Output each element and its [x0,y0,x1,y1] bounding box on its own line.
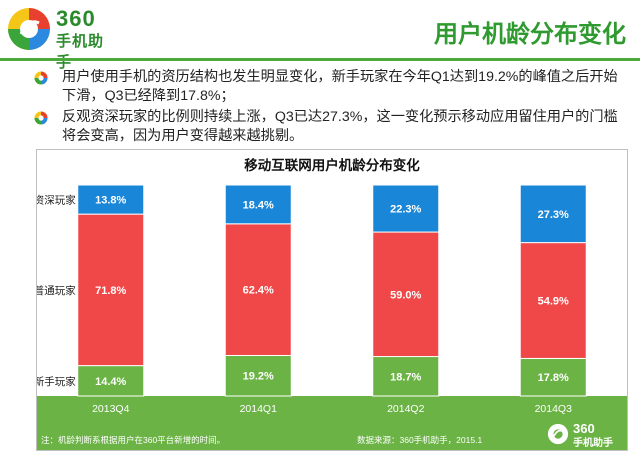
bar-segment [77,365,145,397]
footer-logo-number: 360 [573,421,595,436]
logo: 360 手机助手 [6,6,116,71]
logo-name: 手机助手 [56,33,105,71]
bar-segment [224,184,292,225]
bar-segment [519,357,587,397]
bar-segment [77,213,145,367]
data-label: 62.4% [243,285,274,297]
data-label: 71.8% [95,285,126,297]
chart-title: 移动互联网用户机龄分布变化 [244,158,420,173]
bar-segment [372,356,440,397]
bullet-text: 用户使用手机的资历结构也发生明显变化，新手玩家在今年Q1达到19.2%的峰值之后… [62,69,618,104]
series-label: 普通玩家 [37,284,76,297]
footer-logo-icon [547,423,569,445]
x-tick-label: 2014Q2 [387,403,425,415]
data-source: 数据来源：360手机助手，2015.1 [357,435,483,445]
bar-segment [519,242,587,359]
data-label: 27.3% [538,209,569,221]
data-label: 13.8% [95,195,126,207]
bar-segment [77,184,145,215]
chart-frame: 注：机龄判断系根据用户在360平台新增的时间。 数据来源：360手机助手，201… [36,149,628,451]
logo-number: 360 [56,6,96,31]
x-tick-label: 2014Q1 [240,403,278,415]
data-label: 54.9% [538,296,569,308]
footer-logo: 360 手机助手 [547,421,623,449]
bullet-item: 用户使用手机的资历结构也发生明显变化，新手玩家在今年Q1达到19.2%的峰值之后… [34,68,630,106]
page-title: 用户机龄分布变化 [434,21,626,48]
stacked-bar-chart: 14.4% 新手玩家 71.8% 普通玩家 13.8% 资深玩家 2013Q4 19.2% 62… [37,184,587,415]
data-label: 14.4% [95,376,126,388]
chart-footer-band: 注：机龄判断系根据用户在360平台新增的时间。 数据来源：360手机助手，201… [37,396,627,450]
bullet-text: 反观资深玩家的比例则持续上涨，Q3已达27.3%，这一变化预示移动应用留住用户的… [62,109,618,144]
data-label: 19.2% [243,371,274,383]
title-rule [0,58,640,61]
footnote: 注：机龄判断系根据用户在360平台新增的时间。 [41,435,226,445]
series-label: 资深玩家 [37,194,76,207]
data-label: 22.3% [390,204,421,216]
x-tick-label: 2013Q4 [92,403,130,415]
bar-segment [519,184,587,244]
header: 360 手机助手 用户机龄分布变化 [0,0,640,71]
data-label: 18.7% [390,371,421,383]
bar-segment [372,231,440,358]
bullet-list: 用户使用手机的资历结构也发生明显变化，新手玩家在今年Q1达到19.2%的峰值之后… [34,68,630,148]
data-label: 18.4% [243,199,274,211]
data-label: 59.0% [390,289,421,301]
series-label: 新手玩家 [37,375,76,388]
logo-bullet-icon [34,111,48,125]
logo-ball-icon [8,8,50,50]
x-tick-label: 2014Q3 [535,403,573,415]
bullet-item: 反观资深玩家的比例则持续上涨，Q3已达27.3%，这一变化预示移动应用留住用户的… [34,108,630,146]
data-label: 17.8% [538,372,569,384]
logo-bullet-icon [34,71,48,85]
footer-logo-name: 手机助手 [573,438,613,449]
bar-segment [372,184,440,233]
